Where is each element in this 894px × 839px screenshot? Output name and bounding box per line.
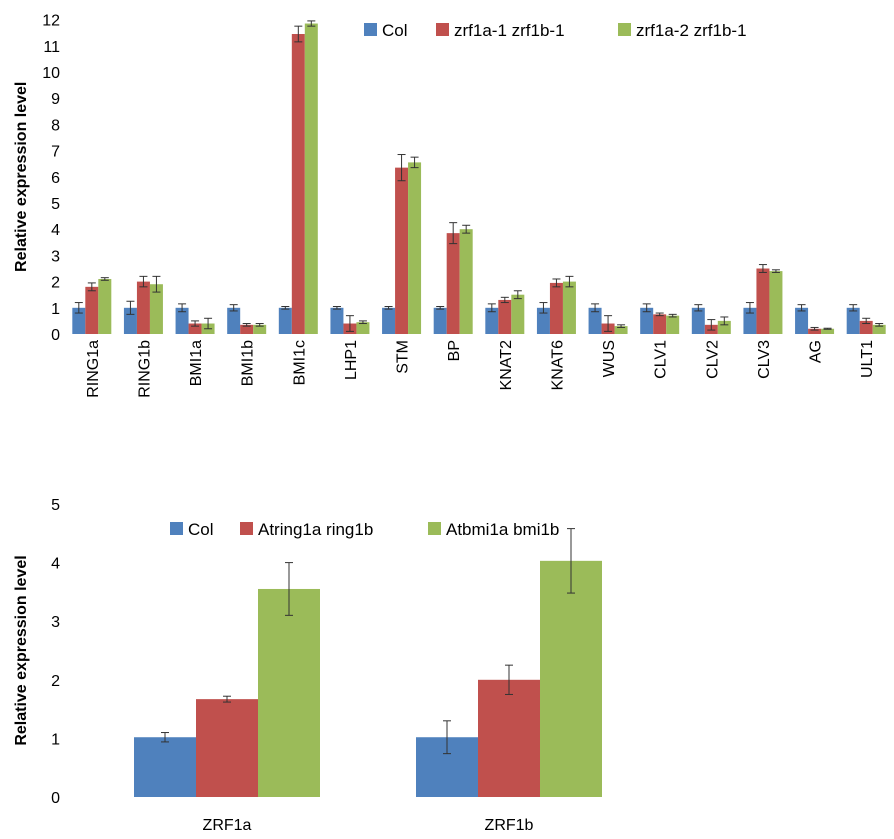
y-tick-label: 9 (51, 91, 60, 108)
x-tick-label: RING1a (85, 340, 102, 398)
x-tick-label: ULT1 (859, 340, 876, 378)
y-tick-label: 5 (51, 497, 60, 514)
y-tick-label: 6 (51, 170, 60, 187)
bar (478, 680, 540, 797)
y-tick-label: 1 (51, 731, 60, 748)
bar (382, 308, 395, 334)
bar (511, 295, 524, 334)
y-tick-label: 3 (51, 248, 60, 265)
legend-label: Col (188, 520, 214, 539)
bar (292, 34, 305, 334)
legend-label: zrf1a-1 zrf1b-1 (454, 21, 565, 40)
x-tick-label: LHP1 (343, 340, 360, 380)
legend-label: Atring1a ring1b (258, 520, 373, 539)
bar (98, 279, 111, 334)
y-tick-label: 1 (51, 301, 60, 318)
x-tick-label: RING1b (136, 340, 153, 398)
bar (258, 589, 320, 797)
x-tick-label: WUS (601, 340, 618, 377)
bar (305, 24, 318, 334)
y-tick-label: 0 (51, 327, 60, 344)
x-tick-label: KNAT6 (549, 340, 566, 390)
y-tick-label: 4 (51, 222, 60, 239)
bar (550, 283, 563, 334)
bar (395, 168, 408, 334)
x-tick-label: KNAT2 (498, 340, 515, 390)
bar (196, 699, 258, 797)
bar (756, 269, 769, 335)
chart-expression-zrf1: 0 1 2 3 4 5 Relative expression level ZRF1a ZRF1… (13, 497, 602, 834)
x-tick-label: CLV1 (653, 340, 670, 379)
y-tick-label: 8 (51, 117, 60, 134)
y-tick-label: 10 (42, 65, 60, 82)
bar (847, 308, 860, 334)
x-tick-label: CLV3 (756, 340, 773, 379)
y-tick-label: 4 (51, 556, 60, 573)
x-tick-label: CLV2 (704, 340, 721, 379)
x-tick-label: AG (808, 340, 825, 363)
legend-swatch (170, 522, 183, 535)
bar (498, 300, 511, 334)
bar (563, 282, 576, 334)
bar (408, 162, 421, 334)
x-tick-label: ZRF1b (485, 817, 534, 834)
legend-swatch (436, 23, 449, 36)
x-tick-label: BMI1b (240, 340, 257, 386)
legend-label: Col (382, 21, 408, 40)
y-tick-label: 3 (51, 614, 60, 631)
x-tick-label: BMI1a (188, 340, 205, 386)
bar (692, 308, 705, 334)
bar (447, 233, 460, 334)
bar (227, 308, 240, 334)
legend-swatch (428, 522, 441, 535)
x-tick-label: STM (395, 340, 412, 374)
y-tick-label: 2 (51, 275, 60, 292)
y-tick-label: 11 (43, 39, 60, 56)
bar (460, 229, 473, 334)
y-tick-label: 5 (51, 196, 60, 213)
bar (666, 316, 679, 334)
y-tick-label: 2 (51, 673, 60, 690)
bar (540, 561, 602, 797)
y-axis-title: Relative expression level (13, 555, 30, 745)
bar (137, 282, 150, 334)
legend-swatch (618, 23, 631, 36)
legend-swatch (240, 522, 253, 535)
bar (653, 314, 666, 334)
bar (134, 737, 196, 797)
x-tick-label: BMI1c (291, 340, 308, 385)
legend-label: Atbmi1a bmi1b (446, 520, 559, 539)
y-tick-label: 12 (42, 13, 60, 30)
bar (85, 287, 98, 334)
bar (769, 271, 782, 334)
x-tick-label: BP (446, 340, 463, 361)
bar (795, 308, 808, 334)
legend-swatch (364, 23, 377, 36)
y-tick-label: 7 (51, 144, 60, 161)
bar (279, 308, 292, 334)
bar (330, 308, 343, 334)
y-tick-label: 0 (51, 790, 60, 807)
bar (434, 308, 447, 334)
x-tick-label: ZRF1a (203, 817, 252, 834)
y-axis-title: Relative expression level (13, 82, 30, 272)
legend-label: zrf1a-2 zrf1b-1 (636, 21, 747, 40)
